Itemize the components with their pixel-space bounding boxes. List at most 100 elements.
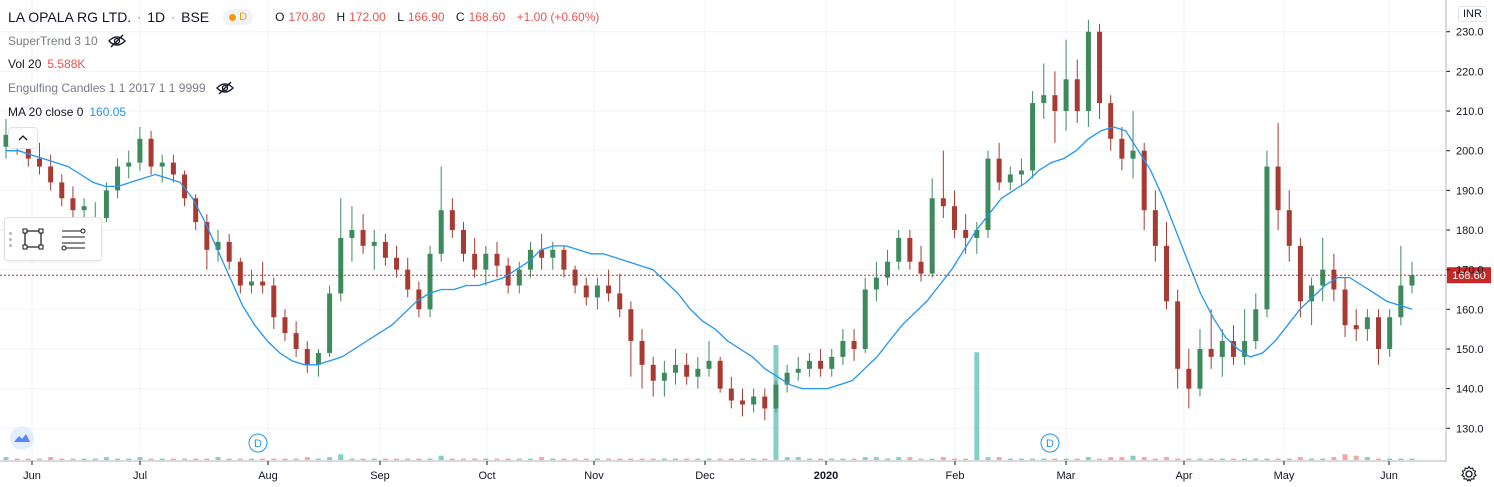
volume-bar — [896, 457, 902, 460]
candle — [1007, 166, 1013, 191]
time-axis[interactable]: Jun Jul Aug Sep Oct Nov Dec 2020 Feb Mar Apr May Jun — [0, 460, 1446, 482]
candle — [572, 265, 578, 294]
candle — [271, 277, 277, 330]
candle — [226, 233, 232, 270]
volume-bar — [561, 458, 567, 460]
indicator-supertrend[interactable]: SuperTrend 3 10 — [8, 32, 126, 50]
indicator-volume[interactable]: Vol 20 5.588K — [8, 55, 85, 73]
last-price-tag[interactable] — [1447, 267, 1491, 284]
x-tick-label: Aug — [258, 470, 278, 482]
candle — [1208, 309, 1214, 369]
candle — [1085, 19, 1091, 127]
cloud-logo-icon[interactable] — [6, 425, 38, 451]
volume-bar — [829, 458, 835, 460]
x-tick-label: Jul — [133, 470, 147, 482]
volume-bar — [516, 458, 522, 460]
volume-bar — [1119, 457, 1125, 460]
volume-bar — [14, 458, 20, 460]
market-status-label: D — [239, 11, 248, 23]
volume-bar — [237, 458, 243, 460]
volume-bar — [1041, 458, 1047, 460]
candle — [1342, 277, 1348, 338]
drag-handle-icon[interactable] — [5, 224, 15, 254]
volume-bar — [103, 457, 109, 460]
candle — [1152, 190, 1158, 262]
candle — [1052, 71, 1058, 143]
y-tick-label: 180.0 — [1456, 225, 1484, 237]
eye-crossed-icon[interactable] — [107, 34, 126, 48]
volume-bar — [639, 458, 645, 460]
volume-bar — [248, 458, 254, 460]
volume-bar — [315, 458, 321, 460]
volume-bar — [282, 458, 288, 460]
indicator-engulfing[interactable]: Engulfing Candles 1 1 2017 1 1 9999 — [8, 79, 234, 97]
candle — [1119, 126, 1125, 171]
volume-bar — [92, 458, 98, 460]
volume-bar — [1097, 458, 1103, 460]
candle — [1253, 293, 1259, 349]
y-tick-label: 230.0 — [1456, 27, 1484, 39]
candle — [583, 277, 589, 306]
engulfing-label: Engulfing Candles 1 1 2017 1 1 9999 — [8, 81, 206, 95]
candle — [1164, 222, 1170, 310]
volume-bar — [1186, 458, 1192, 460]
candle — [673, 348, 679, 385]
candle — [896, 230, 902, 270]
volume-bar — [1030, 458, 1036, 460]
interval[interactable]: 1D — [147, 9, 166, 25]
candle — [248, 269, 254, 294]
dividend-marker-label: D — [254, 438, 262, 450]
collapse-legend-button[interactable] — [8, 127, 38, 149]
dividend-marker-icon[interactable]: D — [1040, 433, 1060, 453]
x-tick-label: Jun — [23, 470, 41, 482]
volume-bar — [449, 458, 455, 460]
candle — [59, 174, 65, 207]
candle — [1409, 261, 1415, 294]
indicator-ma[interactable]: MA 20 close 0 160.05 — [8, 103, 126, 121]
volume-bar — [260, 458, 266, 460]
volume-bar — [293, 458, 299, 460]
candle — [327, 285, 333, 357]
volume-bar — [126, 458, 132, 460]
volume-bar — [951, 458, 957, 460]
candle — [148, 130, 154, 175]
candle — [818, 348, 824, 377]
volume-bar — [583, 458, 589, 460]
last-price-line: 168.60 — [0, 267, 1491, 284]
price-axis[interactable]: 130.0 140.0 150.0 160.0 170.0 180.0 190.0 200.0… — [1445, 0, 1484, 462]
volume-bar — [1364, 457, 1370, 460]
symbol-name[interactable]: LA OPALA RG LTD. — [8, 9, 132, 25]
candle — [405, 257, 411, 298]
candle — [36, 142, 42, 175]
volume-bar — [394, 458, 400, 460]
volume-bar — [3, 457, 9, 460]
candle — [1130, 111, 1136, 179]
candle — [650, 356, 656, 397]
x-tick-label: Jun — [1380, 470, 1398, 482]
currency-label[interactable]: INR — [1458, 6, 1487, 22]
volume-bar — [1387, 458, 1393, 460]
market-status-badge[interactable]: D — [223, 9, 254, 25]
candle — [840, 329, 846, 365]
volume-bar — [226, 458, 232, 460]
rectangle-tool-button[interactable] — [15, 221, 51, 257]
volume-bar — [1398, 458, 1404, 460]
dividend-marker-icon[interactable]: D — [248, 433, 268, 453]
volume-bar — [940, 457, 946, 460]
volume-bar — [974, 352, 980, 460]
eye-crossed-icon[interactable] — [215, 81, 234, 95]
candle — [539, 233, 545, 270]
candle — [918, 245, 924, 282]
candle — [1387, 309, 1393, 357]
candle — [795, 356, 801, 381]
fib-lines-tool-button[interactable] — [55, 221, 91, 257]
candle — [1275, 122, 1281, 230]
candle — [907, 230, 913, 270]
volume-bar — [416, 458, 422, 460]
candle — [349, 206, 355, 262]
candle — [1097, 23, 1103, 119]
drawing-toolbar[interactable] — [4, 217, 102, 261]
gear-icon[interactable] — [1460, 465, 1478, 483]
last-price-label: 168.60 — [1452, 270, 1486, 282]
